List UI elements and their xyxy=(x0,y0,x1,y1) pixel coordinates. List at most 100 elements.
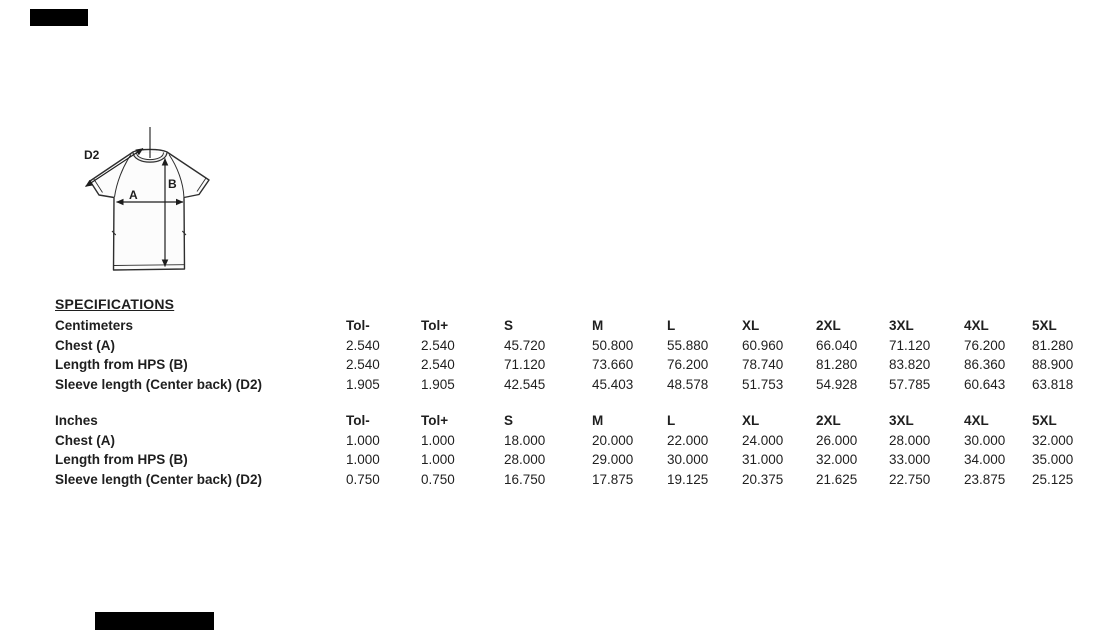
value-cell: 26.000 xyxy=(816,432,858,448)
value-cell: 88.900 xyxy=(1032,357,1074,373)
value-cell: 28.000 xyxy=(889,432,931,448)
value-cell: 25.125 xyxy=(1032,471,1074,487)
redacted-block-top-left xyxy=(30,9,88,26)
unit-label-cell: Inches xyxy=(55,413,98,429)
unit-label-cell: Centimeters xyxy=(55,318,134,334)
value-cell: 55.880 xyxy=(667,337,709,353)
diagram-label-d2: D2 xyxy=(84,148,100,162)
table-row: Sleeve length (Center back) (D2) 0.750 0.7… xyxy=(55,470,1105,490)
value-cell: 21.625 xyxy=(816,471,858,487)
value-cell: 76.200 xyxy=(964,337,1006,353)
centimeters-table: Centimeters Tol- Tol+ S M L XL 2XL 3XL 4XL 5XL Ches… xyxy=(55,316,1105,394)
value-cell: 81.280 xyxy=(1032,337,1074,353)
d2-measure-arrow xyxy=(85,147,144,188)
value-cell: 23.875 xyxy=(964,471,1006,487)
value-cell: 32.000 xyxy=(1032,432,1074,448)
row-label-cell: Sleeve length (Center back) (D2) xyxy=(55,376,263,392)
value-cell: 81.280 xyxy=(816,357,858,373)
size-header-cell: L xyxy=(667,318,676,334)
value-cell: 73.660 xyxy=(592,357,634,373)
size-header-cell: Tol- xyxy=(346,413,370,429)
row-label-cell: Sleeve length (Center back) (D2) xyxy=(55,471,263,487)
value-cell: 29.000 xyxy=(592,452,634,468)
value-cell: 1.000 xyxy=(346,432,380,448)
size-header-cell: Tol- xyxy=(346,318,370,334)
tshirt-outline xyxy=(89,148,210,271)
size-header-cell: XL xyxy=(742,413,760,429)
value-cell: 30.000 xyxy=(964,432,1006,448)
value-cell: 42.545 xyxy=(504,376,546,392)
size-header-cell: S xyxy=(504,413,514,429)
right-side-notch xyxy=(181,230,187,236)
row-label-cell: Chest (A) xyxy=(55,337,115,353)
size-header-cell: 5XL xyxy=(1032,318,1057,334)
table-row: Chest (A) 2.540 2.540 45.720 50.800 55.880 60.… xyxy=(55,336,1105,356)
value-cell: 78.740 xyxy=(742,357,784,373)
value-cell: 60.643 xyxy=(964,376,1006,392)
specifications-section: SPECIFICATIONS Centimeters Tol- Tol+ S M L XL 2… xyxy=(55,296,1105,496)
value-cell: 33.000 xyxy=(889,452,931,468)
value-cell: 32.000 xyxy=(816,452,858,468)
value-cell: 1.000 xyxy=(421,452,455,468)
row-label-cell: Length from HPS (B) xyxy=(55,357,188,373)
value-cell: 31.000 xyxy=(742,452,784,468)
value-cell: 66.040 xyxy=(816,337,858,353)
value-cell: 16.750 xyxy=(504,471,546,487)
tshirt-measurement-diagram: D2 B A xyxy=(84,127,210,271)
value-cell: 34.000 xyxy=(964,452,1006,468)
size-header-cell: M xyxy=(592,413,604,429)
value-cell: 2.540 xyxy=(346,357,380,373)
diagram-label-a: A xyxy=(129,188,138,202)
size-header-cell: M xyxy=(592,318,604,334)
size-header-cell: 3XL xyxy=(889,413,914,429)
table-row: Chest (A) 1.000 1.000 18.000 20.000 22.000 24.… xyxy=(55,431,1105,451)
size-header-cell: 2XL xyxy=(816,413,841,429)
value-cell: 1.000 xyxy=(421,432,455,448)
value-cell: 2.540 xyxy=(421,357,455,373)
inches-table: Inches Tol- Tol+ S M L XL 2XL 3XL 4XL 5XL Chest (A)… xyxy=(55,411,1105,489)
value-cell: 76.200 xyxy=(667,357,709,373)
value-cell: 50.800 xyxy=(592,337,634,353)
size-header-cell: 2XL xyxy=(816,318,841,334)
value-cell: 45.403 xyxy=(592,376,634,392)
size-header-cell: 4XL xyxy=(964,413,989,429)
value-cell: 63.818 xyxy=(1032,376,1074,392)
value-cell: 83.820 xyxy=(889,357,931,373)
table-row: Length from HPS (B) 1.000 1.000 28.000 29.00… xyxy=(55,450,1105,470)
value-cell: 24.000 xyxy=(742,432,784,448)
value-cell: 18.000 xyxy=(504,432,546,448)
row-label-cell: Length from HPS (B) xyxy=(55,452,188,468)
redacted-block-bottom-left xyxy=(95,612,214,630)
value-cell: 20.375 xyxy=(742,471,784,487)
size-header-cell: 5XL xyxy=(1032,413,1057,429)
value-cell: 71.120 xyxy=(504,357,546,373)
value-cell: 1.000 xyxy=(346,452,380,468)
specifications-title: SPECIFICATIONS xyxy=(55,296,175,312)
size-header-cell: Tol+ xyxy=(421,318,449,334)
value-cell: 60.960 xyxy=(742,337,784,353)
value-cell: 54.928 xyxy=(816,376,858,392)
value-cell: 0.750 xyxy=(346,471,380,487)
value-cell: 71.120 xyxy=(889,337,931,353)
value-cell: 20.000 xyxy=(592,432,634,448)
value-cell: 35.000 xyxy=(1032,452,1074,468)
left-side-notch xyxy=(111,230,117,236)
diagram-label-b: B xyxy=(168,177,177,191)
size-header-cell: Tol+ xyxy=(421,413,449,429)
hem-stitch-line xyxy=(113,264,185,266)
value-cell: 2.540 xyxy=(421,337,455,353)
size-header-row: Inches Tol- Tol+ S M L XL 2XL 3XL 4XL 5XL xyxy=(55,411,1105,431)
size-header-cell: 4XL xyxy=(964,318,989,334)
size-header-row: Centimeters Tol- Tol+ S M L XL 2XL 3XL 4XL 5XL xyxy=(55,316,1105,336)
table-row: Length from HPS (B) 2.540 2.540 71.120 73.66… xyxy=(55,355,1105,375)
value-cell: 2.540 xyxy=(346,337,380,353)
value-cell: 48.578 xyxy=(667,376,709,392)
value-cell: 86.360 xyxy=(964,357,1006,373)
size-header-cell: L xyxy=(667,413,676,429)
right-armhole-seam xyxy=(168,154,185,198)
row-label-cell: Chest (A) xyxy=(55,432,115,448)
value-cell: 1.905 xyxy=(421,376,455,392)
value-cell: 51.753 xyxy=(742,376,784,392)
size-header-cell: S xyxy=(504,318,514,334)
value-cell: 19.125 xyxy=(667,471,709,487)
